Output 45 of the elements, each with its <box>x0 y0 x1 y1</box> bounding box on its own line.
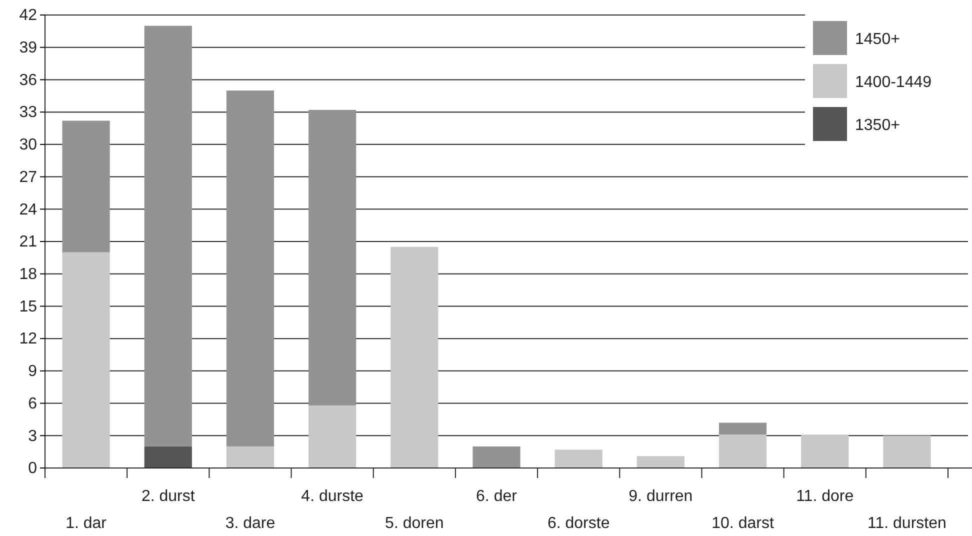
bar <box>144 26 192 446</box>
bar <box>883 436 931 468</box>
bar <box>226 90 274 446</box>
legend-label: 1400-1449 <box>855 74 932 91</box>
bar <box>801 434 849 468</box>
bar <box>636 456 684 468</box>
y-tick-label: 18 <box>19 266 38 283</box>
bar <box>308 405 356 468</box>
x-tick-label: 11. dore <box>796 488 854 505</box>
bar <box>472 446 520 468</box>
legend-label: 1350+ <box>855 117 900 134</box>
bar <box>62 120 110 252</box>
y-tick-label: 42 <box>19 7 38 24</box>
y-tick-label: 3 <box>28 428 38 445</box>
bar <box>62 252 110 468</box>
x-tick-label: 3. dare <box>225 515 276 532</box>
x-tick-label: 10. darst <box>712 515 774 532</box>
bar <box>308 110 356 406</box>
y-tick-label: 24 <box>19 201 38 218</box>
legend-label: 1450+ <box>855 31 900 48</box>
y-tick-label: 6 <box>28 395 38 412</box>
y-tick-label: 12 <box>19 330 38 348</box>
bar <box>718 434 767 468</box>
y-tick-label: 0 <box>28 460 38 478</box>
y-tick-label: 30 <box>19 136 38 154</box>
x-tick-label: 1. dar <box>66 515 108 532</box>
y-tick-label: 9 <box>28 363 38 380</box>
x-tick-label: 5. doren <box>385 515 444 532</box>
bar <box>554 450 602 468</box>
bar <box>226 446 274 468</box>
x-tick-label: 2. durst <box>141 488 196 505</box>
bar <box>718 422 767 435</box>
y-tick-label: 27 <box>19 168 38 186</box>
bar <box>390 246 438 468</box>
y-tick-label: 21 <box>19 234 38 251</box>
y-tick-label: 39 <box>19 39 38 56</box>
y-tick-label: 33 <box>19 104 38 122</box>
x-tick-label: 9. durren <box>628 488 693 505</box>
x-tick-label: 4. durste <box>301 488 364 505</box>
bar <box>144 446 192 468</box>
x-tick-label: 6. der <box>476 488 518 505</box>
y-tick-label: 15 <box>19 298 38 316</box>
x-tick-label: 6. dorste <box>547 515 610 532</box>
y-tick-label: 36 <box>19 72 38 89</box>
x-tick-label: 11. dursten <box>868 515 946 532</box>
